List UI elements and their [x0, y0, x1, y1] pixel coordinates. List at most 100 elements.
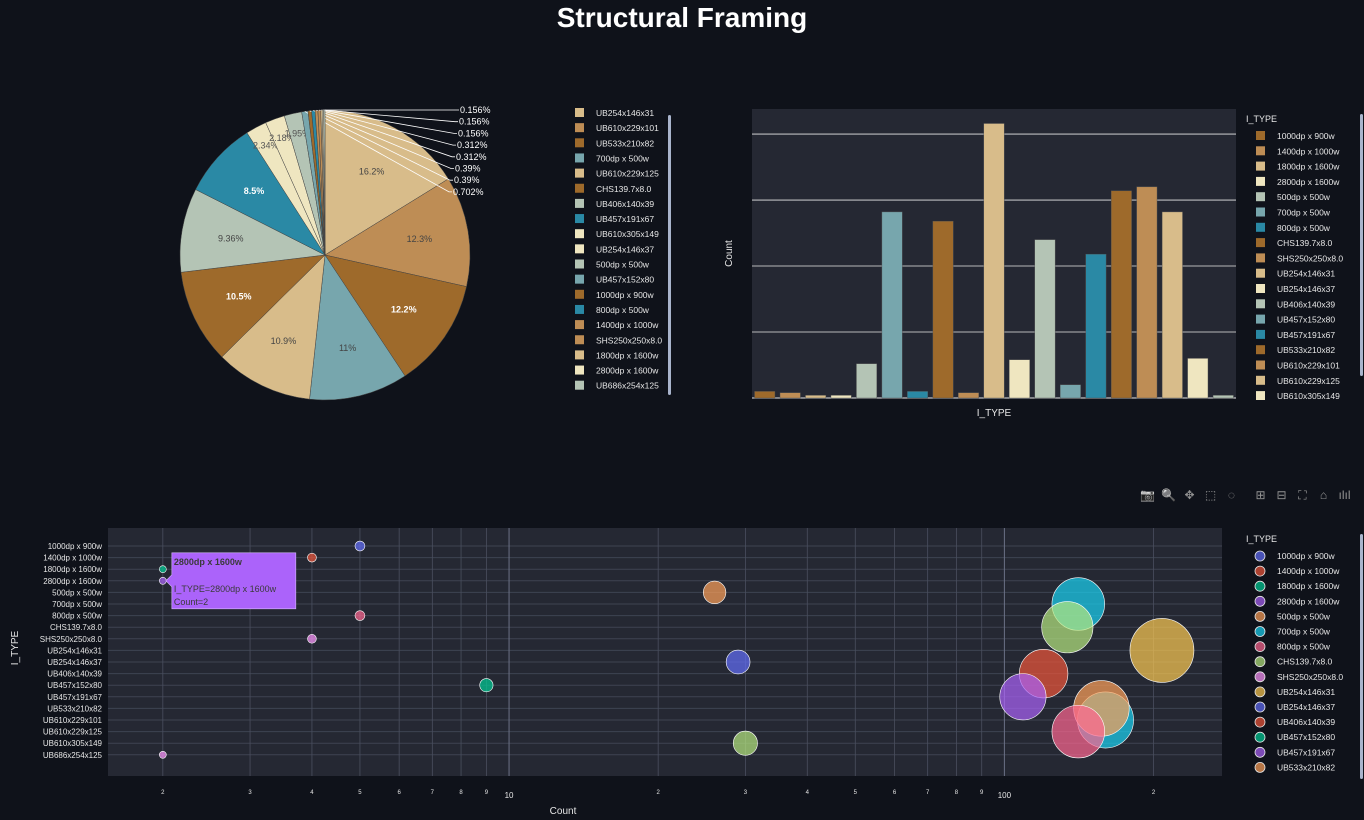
legend-item[interactable]: 1800dp x 1600w	[1254, 580, 1340, 592]
bar[interactable]	[1187, 358, 1209, 399]
bar[interactable]	[958, 392, 979, 399]
legend-item[interactable]: 1000dp x 900w	[1254, 550, 1336, 562]
legend-item[interactable]: 500dp x 500w	[1256, 192, 1331, 202]
legend-item[interactable]: SHS250x250x8.0	[575, 335, 662, 345]
scatter-point[interactable]	[999, 673, 1047, 721]
legend-item[interactable]: UB457x191x67	[1254, 746, 1335, 758]
legend-item[interactable]: UB533x210x82	[575, 138, 654, 148]
legend-item[interactable]: UB457x152x80	[1254, 731, 1335, 743]
legend-item[interactable]: 500dp x 500w	[1254, 611, 1331, 622]
scatter-point[interactable]	[479, 678, 494, 693]
scatter-point[interactable]	[1041, 601, 1094, 654]
legend-item[interactable]: UB610x229x125	[575, 168, 659, 179]
zoom-icon[interactable]: 🔍	[1161, 488, 1176, 502]
pan-icon[interactable]: ✥	[1184, 488, 1195, 502]
bar[interactable]	[1212, 395, 1234, 399]
legend-item[interactable]: 800dp x 500w	[575, 304, 650, 315]
legend-item[interactable]: 1000dp x 900w	[1256, 131, 1336, 141]
bar[interactable]	[932, 220, 954, 399]
legend-item[interactable]: 700dp x 500w	[1256, 207, 1331, 218]
scatter-point[interactable]	[1051, 704, 1105, 759]
plotly-logo-icon[interactable]: ılıl	[1338, 488, 1351, 502]
legend-item[interactable]: 1400dp x 1000w	[575, 320, 659, 330]
legend-item[interactable]: 500dp x 500w	[575, 259, 650, 270]
legend-item[interactable]: 2800dp x 1600w	[575, 365, 659, 376]
pie-slice[interactable]	[324, 254, 467, 377]
legend-scrollbar[interactable]	[1360, 114, 1363, 376]
home-icon[interactable]: ⌂	[1319, 488, 1328, 502]
legend-scrollbar[interactable]	[1360, 534, 1363, 779]
scatter-point[interactable]	[159, 751, 167, 759]
legend-item[interactable]: 1000dp x 900w	[575, 289, 655, 300]
autoscale-icon[interactable]: ⛶	[1298, 488, 1307, 502]
legend-item[interactable]: 700dp x 500w	[1254, 626, 1331, 637]
legend-item[interactable]: UB254x146x31	[1254, 686, 1335, 698]
legend-item[interactable]: UB406x140x39	[1254, 716, 1335, 728]
bar[interactable]	[907, 391, 928, 399]
pie-slice[interactable]	[180, 254, 326, 358]
legend-item[interactable]: UB254x146x37	[575, 244, 654, 254]
legend-item[interactable]: UB457x191x67	[575, 214, 654, 224]
scatter-point[interactable]	[159, 565, 167, 574]
legend-item[interactable]: UB457x191x67	[1256, 329, 1335, 340]
legend-item[interactable]: UB254x146x37	[1256, 284, 1335, 294]
pie-slice[interactable]	[309, 254, 406, 401]
lasso-icon[interactable]: ◌	[1227, 488, 1236, 502]
legend-item[interactable]: UB254x146x31	[575, 108, 654, 118]
legend-item[interactable]: UB457x152x80	[1256, 314, 1335, 325]
legend-item[interactable]: UB254x146x31	[1256, 268, 1335, 279]
bar[interactable]	[881, 211, 903, 399]
legend-item[interactable]: UB533x210x82	[1256, 345, 1335, 355]
legend-item[interactable]: UB686x254x125	[575, 380, 659, 391]
scatter-point[interactable]	[307, 634, 317, 644]
legend-item[interactable]: 1800dp x 1600w	[575, 350, 659, 360]
scatter-point[interactable]	[1129, 618, 1195, 683]
scatter-point[interactable]	[159, 576, 167, 585]
legend-item[interactable]: UB457x152x80	[575, 274, 654, 285]
legend-item[interactable]: 1400dp x 1000w	[1256, 146, 1340, 156]
legend-item[interactable]: 2800dp x 1600w	[1254, 595, 1340, 607]
box-select-icon[interactable]: ⬚	[1204, 488, 1217, 502]
bar[interactable]	[1110, 190, 1132, 399]
pie-slice[interactable]	[324, 109, 449, 256]
legend-item[interactable]: 2800dp x 1600w	[1256, 176, 1340, 187]
legend-item[interactable]: SHS250x250x8.0	[1254, 671, 1343, 683]
bar[interactable]	[1060, 384, 1081, 399]
legend-item[interactable]: UB610x229x101	[1256, 360, 1340, 371]
bar[interactable]	[856, 363, 878, 399]
bar[interactable]	[805, 395, 827, 399]
scatter-point[interactable]	[354, 540, 366, 552]
bar[interactable]	[1009, 359, 1030, 399]
bar[interactable]	[983, 123, 1005, 399]
legend-item[interactable]: CHS139.7x8.0	[575, 183, 652, 194]
legend-item[interactable]: CHS139.7x8.0	[1254, 656, 1333, 668]
bar[interactable]	[830, 395, 852, 399]
scatter-point[interactable]	[307, 552, 317, 563]
legend-item[interactable]: 800dp x 500w	[1256, 222, 1331, 233]
bar[interactable]	[1085, 253, 1107, 399]
bar[interactable]	[754, 391, 776, 399]
legend-item[interactable]: 1400dp x 1000w	[1254, 565, 1340, 577]
legend-item[interactable]: UB406x140x39	[575, 198, 654, 209]
scatter-point[interactable]	[354, 610, 366, 621]
legend-item[interactable]: UB610x229x101	[575, 123, 659, 133]
legend-item[interactable]: UB254x146x37	[1254, 701, 1335, 713]
pie-slice[interactable]	[179, 189, 326, 273]
scatter-point[interactable]	[702, 580, 727, 605]
bar[interactable]	[1034, 239, 1056, 399]
pie-slice[interactable]	[221, 254, 326, 400]
zoom-in-icon[interactable]: ⊞	[1255, 488, 1266, 502]
legend-item[interactable]: UB610x229x125	[1256, 375, 1340, 386]
legend-item[interactable]: UB533x210x82	[1254, 761, 1335, 773]
bar[interactable]	[779, 392, 801, 399]
zoom-out-icon[interactable]: ⊟	[1276, 488, 1287, 502]
camera-icon[interactable]: 📷	[1140, 488, 1155, 502]
legend-scrollbar[interactable]	[668, 115, 671, 395]
legend-item[interactable]: SHS250x250x8.0	[1256, 253, 1343, 263]
legend-item[interactable]: 800dp x 500w	[1254, 641, 1331, 652]
scatter-point[interactable]	[725, 649, 751, 675]
legend-item[interactable]: UB406x140x39	[1256, 299, 1335, 309]
bar[interactable]	[1136, 186, 1158, 399]
legend-item[interactable]: CHS139.7x8.0	[1256, 238, 1333, 248]
legend-item[interactable]: 1800dp x 1600w	[1256, 161, 1340, 172]
